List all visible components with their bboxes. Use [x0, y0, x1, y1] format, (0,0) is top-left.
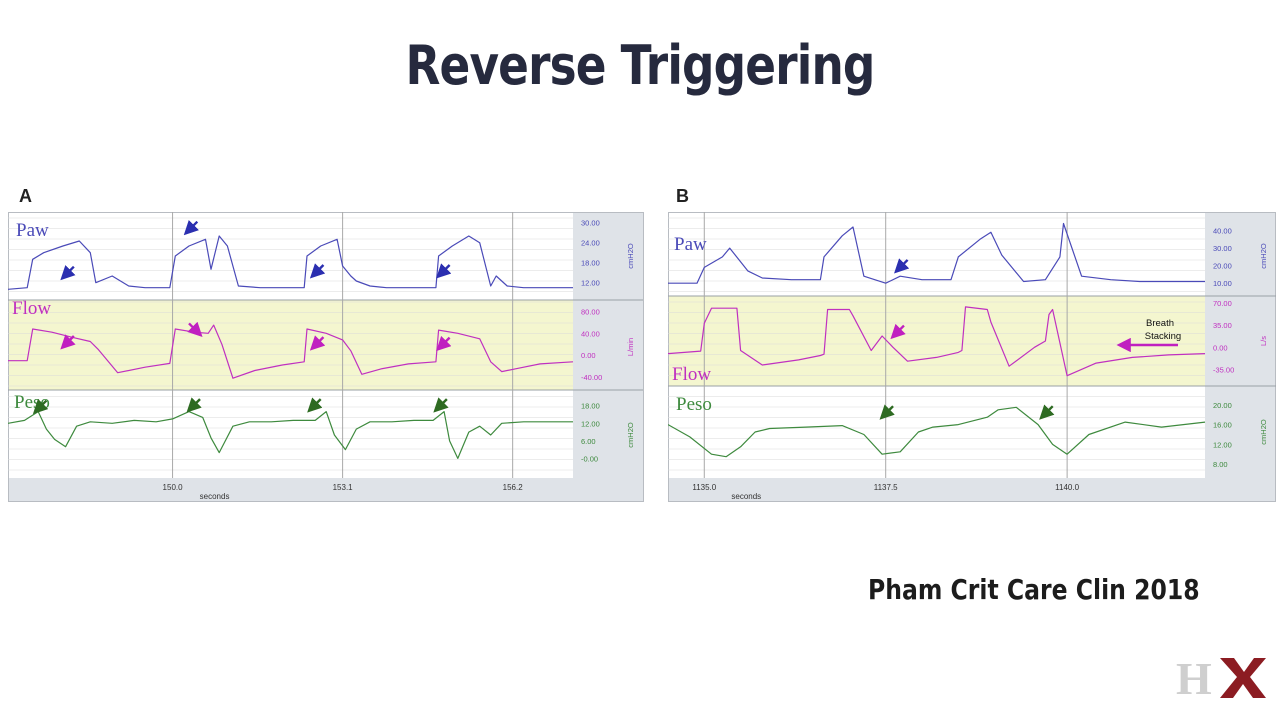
panel-a-time-axis-bar — [8, 478, 573, 502]
panel-a-peso-arrow — [186, 397, 202, 413]
panel-b-x-tick-label: 1137.5 — [874, 483, 898, 492]
panel-b-time-axis-bar — [668, 478, 1205, 502]
panel-a-flow-arrow — [187, 321, 203, 337]
panel-a-peso-y-tick-label: 12.00 — [581, 419, 600, 428]
panel-a-peso-arrow — [32, 398, 49, 415]
panel-a-x-axis-label: seconds — [200, 492, 230, 501]
panel-a-flow-y-tick-label: 0.00 — [581, 351, 596, 360]
panel-b-annotation-line1: Breath — [1146, 318, 1174, 329]
panel-b-flow-arrow — [890, 323, 906, 340]
svg-text:H: H — [1176, 654, 1212, 700]
panel-a-peso-arrow — [307, 397, 323, 413]
panel-a-paw-y-tick-label: 12.00 — [581, 279, 600, 288]
panel-a-x-tick-label: 156.2 — [503, 483, 524, 492]
panel-a-paw-y-tick-label: 24.00 — [581, 239, 600, 248]
panel-a-peso-unit: cmH2O — [626, 422, 635, 448]
panel-a-paw-arrow — [60, 264, 76, 281]
panel-b-flow-band — [668, 296, 1205, 386]
panel-a-paw-y-tick-label: 30.00 — [581, 219, 600, 228]
panel-b-breath-stacking-annotation: Breath Stacking — [1116, 318, 1181, 353]
panel-a-peso-y-tick-label: 6.00 — [581, 437, 596, 446]
panel-b-paw-arrow — [894, 258, 910, 274]
panel-b-flow-label: Flow — [672, 364, 711, 385]
panel-b-x-axis-label: seconds — [731, 492, 761, 501]
panel-b-annotation-line2: Stacking — [1145, 331, 1181, 342]
panel-b-frame — [668, 212, 1276, 502]
panel-a-flow-band — [8, 300, 573, 390]
panel-a-frame — [8, 212, 644, 502]
panel-a-flow-arrow — [60, 334, 76, 350]
panel-a-x-tick-label: 153.1 — [333, 483, 354, 492]
panel-b-label: B — [676, 186, 689, 206]
panel-a-flow-label: Flow — [12, 298, 51, 319]
panel-b-peso-arrow — [879, 404, 895, 420]
citation: Pham Crit Care Clin 2018 — [868, 573, 1200, 606]
panel-b-flow-unit: L/s — [1259, 336, 1268, 346]
panel-a-paw-arrow — [436, 263, 452, 279]
panel-b-peso-y-tick-label: 16.00 — [1213, 421, 1232, 430]
panel-a-label: A — [19, 186, 32, 206]
panel-b-paw-trace — [668, 222, 1205, 284]
panel-a-paw-arrow — [183, 219, 200, 236]
panel-b-x-tick-label: 1135.0 — [692, 483, 716, 492]
panel-b-paw-y-tick-label: 30.00 — [1213, 244, 1232, 253]
panel-a-flow-unit: L/min — [626, 338, 635, 356]
panel-b-paw-unit: cmH2O — [1259, 243, 1268, 269]
panel-b-peso-trace — [668, 406, 1206, 458]
panel-a-flow-trace — [8, 324, 574, 379]
panel-a-flow-arrow — [309, 335, 326, 351]
panel-b-flow-y-tick-label: 35.00 — [1213, 321, 1232, 330]
slide-title: Reverse Triggering — [405, 34, 875, 97]
panel-a-peso-y-tick-label: -0.00 — [581, 454, 598, 463]
panel-b-flow-y-tick-label: 0.00 — [1213, 343, 1228, 352]
panel-b-peso-y-tick-label: 20.00 — [1213, 401, 1232, 410]
panel-b-peso-label: Peso — [676, 394, 712, 415]
panel-b-peso-y-tick-label: 8.00 — [1213, 460, 1228, 469]
panel-b-paw-y-tick-label: 10.00 — [1213, 279, 1232, 288]
chart-panel-b: 1135.0 1137.5 1140.0 seconds 40.00 30.00 20.00… — [668, 212, 1276, 502]
panel-a-peso-y-tick-label: 18.00 — [581, 402, 600, 411]
panel-b-flow-y-tick-label: 70.00 — [1213, 299, 1232, 308]
panel-b-peso-arrow — [1039, 404, 1055, 420]
panel-a-paw-arrow — [309, 263, 326, 279]
panel-a-paw-label: Paw — [16, 220, 49, 241]
panel-b-flow-trace — [668, 306, 1206, 377]
panel-b-flow-y-tick-label: -35.00 — [1213, 365, 1234, 374]
panel-a-paw-trace — [8, 235, 573, 290]
panel-a-peso-arrow — [433, 397, 449, 413]
panel-a-paw-unit: cmH2O — [626, 243, 635, 269]
panel-b-peso-unit: cmH2O — [1259, 419, 1268, 445]
panel-a-flow-y-tick-label: 80.00 — [581, 307, 600, 316]
panel-b-x-tick-label: 1140.0 — [1055, 483, 1079, 492]
panel-b-axis-panel — [1205, 212, 1276, 502]
panel-b-paw-y-tick-label: 20.00 — [1213, 262, 1232, 271]
panel-a-flow-arrow — [436, 335, 452, 352]
panel-a-axis-panel — [573, 212, 643, 502]
chart-panel-a: 150.0 153.1 156.2 seconds 30.00 24.00 18.00 12.… — [8, 212, 644, 502]
panel-a-flow-y-tick-label: -40.00 — [581, 373, 602, 382]
panel-b-peso-y-tick-label: 12.00 — [1213, 440, 1232, 449]
panel-b-paw-y-tick-label: 40.00 — [1213, 227, 1232, 236]
panel-a-flow-y-tick-label: 40.00 — [581, 329, 600, 338]
panel-a-peso-trace — [8, 411, 573, 459]
hx-logo: H — [1176, 654, 1266, 700]
panel-a-paw-y-tick-label: 18.00 — [581, 259, 600, 268]
panel-b-paw-label: Paw — [674, 234, 707, 255]
panel-a-x-tick-label: 150.0 — [163, 483, 184, 492]
